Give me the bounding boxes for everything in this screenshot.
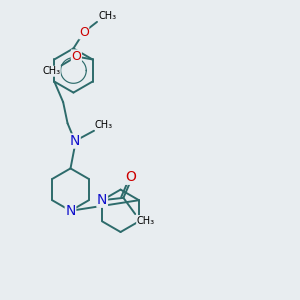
- Text: N: N: [97, 193, 107, 207]
- Text: CH₃: CH₃: [42, 66, 60, 76]
- Text: O: O: [79, 26, 89, 39]
- Text: CH₃: CH₃: [137, 215, 155, 226]
- Text: O: O: [71, 50, 81, 63]
- Text: N: N: [70, 134, 80, 148]
- Text: O: O: [125, 170, 136, 184]
- Text: N: N: [65, 204, 76, 218]
- Text: CH₃: CH₃: [98, 11, 117, 21]
- Text: CH₃: CH₃: [95, 120, 113, 130]
